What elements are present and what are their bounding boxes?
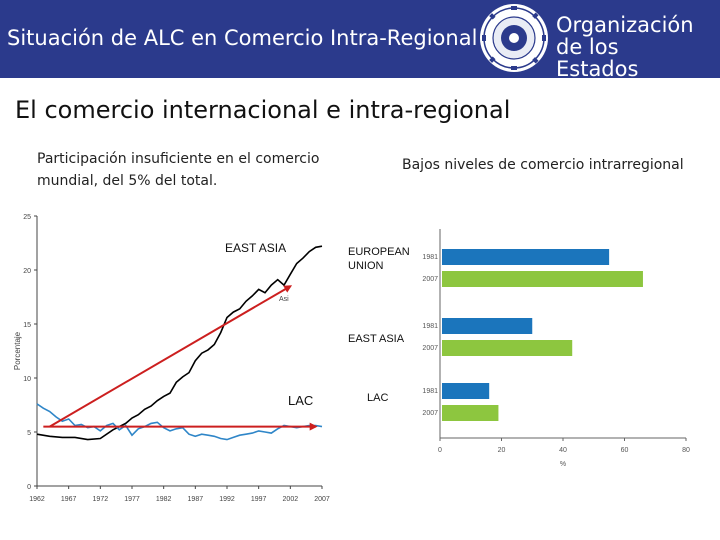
bar-2007 — [442, 271, 643, 287]
annotation-asia: Asi — [279, 296, 289, 303]
annotation-east-asia: EAST ASIA — [225, 241, 286, 255]
bar-chart: 0 20 40 60 80% EUROPEAN UNION 1981 2007 EAST ASIA… — [348, 229, 690, 468]
y-tick-label: 25 — [23, 214, 31, 221]
bar-2007 — [442, 340, 573, 356]
bar-year-label: 2007 — [422, 410, 438, 417]
bar-x-axis-label: % — [560, 461, 566, 468]
x-tick-label: 1992 — [219, 496, 235, 503]
y-axis-label: Porcentaje — [13, 331, 22, 370]
header-title: Situación de ALC en Comercio Intra-Regio… — [7, 26, 478, 50]
x-tick-label: 1977 — [124, 496, 140, 503]
x-tick-label: 1962 — [29, 496, 45, 503]
left-subtitle: Participación insuficiente en el comerci… — [37, 151, 320, 189]
y-tick-label: 20 — [23, 268, 31, 275]
right-subtitle: Bajos niveles de comercio intrarregional — [402, 157, 684, 173]
annotation-lac: LAC — [288, 393, 313, 408]
bar-year-label: 1981 — [422, 254, 438, 261]
bar-x-tick-label: 40 — [559, 447, 567, 454]
x-tick-label: 1972 — [93, 496, 109, 503]
x-tick-label: 2007 — [314, 496, 330, 503]
org-name-line1: Organización de los — [556, 13, 694, 59]
bar-year-label: 2007 — [422, 276, 438, 283]
bar-x-tick-label: 20 — [498, 447, 506, 454]
y-tick-label: 15 — [23, 322, 31, 329]
line-chart: 0 5 10 15 20 25 1962 1967 1972 1977 1982 1987 1992 19… — [13, 214, 330, 503]
x-tick-label: 1982 — [156, 496, 172, 503]
y-tick-label: 5 — [27, 430, 31, 437]
bar-x-tick-label: 60 — [621, 447, 629, 454]
x-tick-label: 1997 — [251, 496, 267, 503]
category-label: EAST ASIA — [348, 333, 405, 345]
bar-x-tick-label: 80 — [682, 447, 690, 454]
y-tick-label: 0 — [27, 484, 31, 491]
slide-title: El comercio internacional e intra-region… — [15, 96, 511, 124]
org-name: Organización de los Estados Americanos — [556, 14, 720, 102]
header-bar: Situación de ALC en Comercio Intra-Regio… — [0, 0, 720, 102]
x-tick-label: 1987 — [188, 496, 204, 503]
series-line-asia — [36, 245, 323, 441]
x-tick-label: 2002 — [283, 496, 299, 503]
bar-year-label: 2007 — [422, 345, 438, 352]
category-label: UNION — [348, 260, 384, 272]
x-tick-label: 1967 — [61, 496, 77, 503]
bar-year-label: 1981 — [422, 388, 438, 395]
oas-seal-icon — [480, 4, 548, 72]
org-name-line2: Estados Americanos — [556, 57, 680, 103]
bar-2007 — [442, 405, 499, 421]
bar-year-label: 1981 — [422, 323, 438, 330]
y-tick-label: 10 — [23, 376, 31, 383]
bar-1981 — [442, 318, 533, 334]
bar-1981 — [442, 383, 490, 399]
bar-x-tick-label: 0 — [438, 447, 442, 454]
category-label: LAC — [367, 392, 388, 404]
category-label: EUROPEAN — [348, 246, 410, 258]
bar-1981 — [442, 249, 610, 265]
east-asia-arrow — [49, 285, 293, 428]
